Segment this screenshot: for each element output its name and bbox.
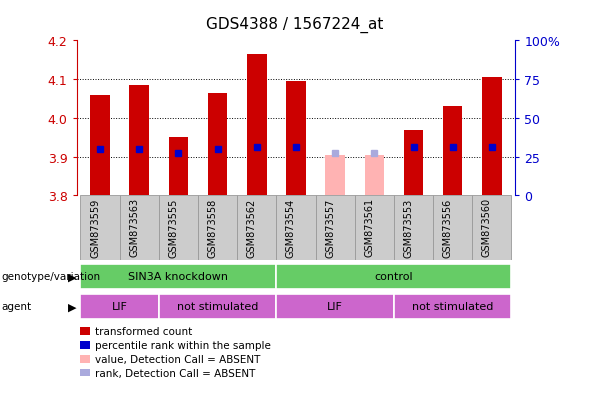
Bar	[80, 328, 90, 335]
FancyBboxPatch shape	[355, 196, 394, 261]
Text: percentile rank within the sample: percentile rank within the sample	[95, 340, 271, 350]
Bar	[208, 93, 227, 196]
FancyBboxPatch shape	[159, 294, 276, 320]
Text: GSM873556: GSM873556	[443, 198, 453, 257]
Text: GSM873562: GSM873562	[247, 198, 257, 257]
FancyBboxPatch shape	[276, 196, 316, 261]
FancyBboxPatch shape	[81, 264, 276, 290]
FancyBboxPatch shape	[394, 294, 511, 320]
Text: GSM873563: GSM873563	[129, 198, 139, 257]
Bar	[482, 78, 502, 196]
Text: GSM873553: GSM873553	[403, 198, 413, 257]
Text: not stimulated: not stimulated	[177, 301, 259, 311]
Bar	[168, 138, 188, 196]
Text: ▶: ▶	[68, 301, 76, 312]
Text: LIF: LIF	[327, 301, 343, 311]
Text: LIF: LIF	[112, 301, 128, 311]
FancyBboxPatch shape	[159, 196, 198, 261]
Bar	[403, 130, 423, 196]
Bar	[247, 55, 267, 196]
Text: agent: agent	[1, 301, 31, 312]
Bar	[325, 155, 345, 196]
Text: ▶: ▶	[68, 272, 76, 282]
Bar	[90, 95, 110, 196]
FancyBboxPatch shape	[276, 264, 511, 290]
Text: value, Detection Call = ABSENT: value, Detection Call = ABSENT	[95, 354, 260, 364]
Text: GSM873558: GSM873558	[207, 198, 217, 257]
FancyBboxPatch shape	[237, 196, 276, 261]
Text: GSM873557: GSM873557	[325, 198, 335, 257]
Text: GSM873561: GSM873561	[365, 198, 375, 257]
Text: not stimulated: not stimulated	[412, 301, 494, 311]
Bar	[80, 355, 90, 363]
FancyBboxPatch shape	[316, 196, 355, 261]
FancyBboxPatch shape	[81, 196, 120, 261]
Bar	[365, 155, 384, 196]
FancyBboxPatch shape	[276, 294, 394, 320]
FancyBboxPatch shape	[81, 294, 159, 320]
Bar	[443, 107, 462, 196]
FancyBboxPatch shape	[198, 196, 237, 261]
Text: genotype/variation: genotype/variation	[1, 272, 100, 282]
FancyBboxPatch shape	[433, 196, 472, 261]
Text: SIN3A knockdown: SIN3A knockdown	[128, 271, 229, 281]
Text: GSM873560: GSM873560	[482, 198, 492, 257]
Text: rank, Detection Call = ABSENT: rank, Detection Call = ABSENT	[95, 368, 256, 377]
Text: GSM873559: GSM873559	[90, 198, 100, 257]
Bar	[130, 86, 149, 196]
FancyBboxPatch shape	[394, 196, 433, 261]
Text: control: control	[375, 271, 413, 281]
Text: transformed count: transformed count	[95, 327, 192, 337]
FancyBboxPatch shape	[472, 196, 511, 261]
Text: GSM873555: GSM873555	[168, 198, 178, 257]
Bar	[80, 369, 90, 376]
Bar	[80, 342, 90, 349]
FancyBboxPatch shape	[120, 196, 159, 261]
Bar	[286, 82, 306, 196]
Text: GSM873554: GSM873554	[286, 198, 296, 257]
Text: GDS4388 / 1567224_at: GDS4388 / 1567224_at	[206, 17, 383, 33]
